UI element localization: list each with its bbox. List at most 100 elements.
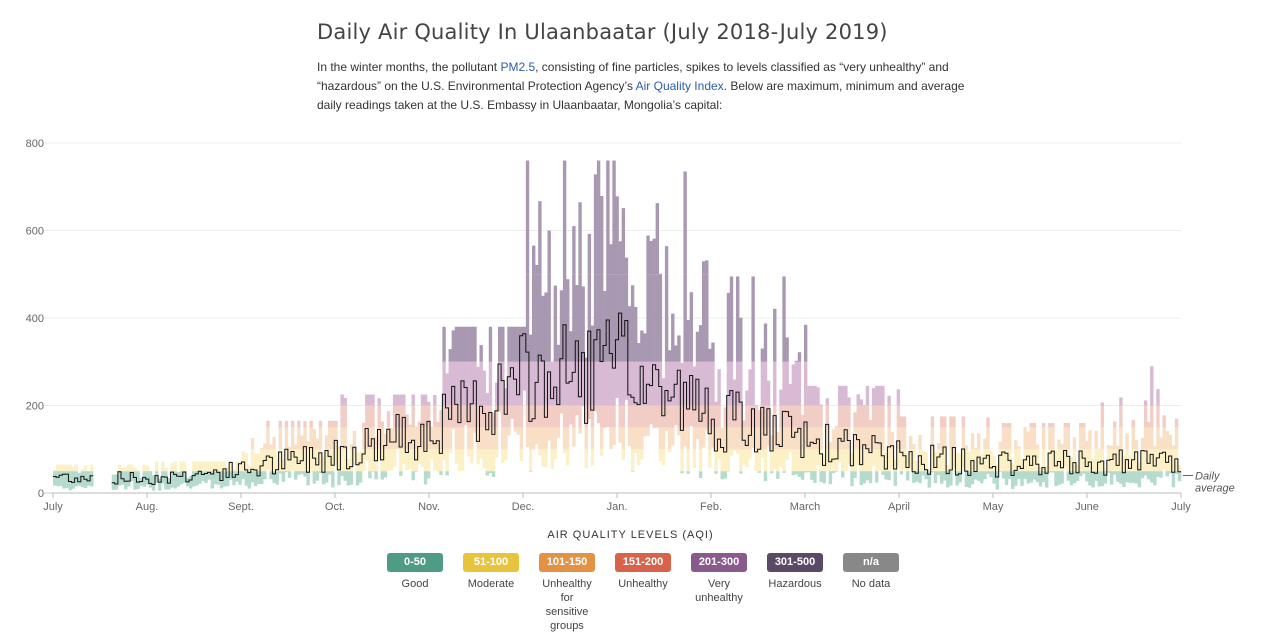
day-bar-243-1: [804, 449, 807, 471]
day-bar-212-1: [708, 449, 711, 467]
day-bar-222-1: [739, 449, 742, 471]
day-bar-237-2: [785, 427, 788, 449]
legend-chip: 51-100: [463, 553, 519, 572]
day-bar-110-1: [393, 449, 396, 466]
day-bar-343-0: [1113, 471, 1116, 475]
day-bar-149-2: [513, 427, 516, 431]
day-bar-133-5: [464, 327, 467, 362]
day-bar-68-0: [263, 471, 266, 479]
day-bar-40-0: [177, 472, 180, 487]
day-bar-159-5: [544, 292, 547, 361]
day-bar-194-3: [653, 406, 656, 428]
day-bar-164-3: [560, 406, 563, 414]
day-bar-347-0: [1125, 471, 1128, 482]
day-bar-164-4: [560, 362, 563, 406]
day-bar-114-3: [405, 415, 408, 428]
day-bar-224-4: [745, 391, 748, 406]
day-bar-67-0: [260, 471, 263, 484]
day-bar-23-1: [124, 468, 127, 471]
day-bar-109-1: [390, 449, 393, 470]
day-bar-354-2: [1147, 427, 1150, 449]
day-bar-353-3: [1144, 406, 1147, 428]
day-bar-79-0: [297, 471, 300, 475]
day-bar-115-3: [408, 425, 411, 428]
day-bar-328-3: [1067, 423, 1070, 427]
day-bar-71-2: [272, 437, 275, 450]
x-tick-label-2: Sept.: [228, 501, 254, 513]
day-bar-286-1: [937, 449, 940, 471]
aqi-link[interactable]: Air Quality Index: [636, 79, 724, 93]
day-bar-212-4: [708, 362, 711, 406]
page-title: Daily Air Quality In Ulaanbaatar (July 2…: [317, 20, 888, 44]
day-bar-359-2: [1162, 427, 1165, 449]
day-bar-246-4: [813, 386, 816, 406]
day-bar-26-1: [133, 468, 136, 471]
day-bar-345-4: [1119, 397, 1122, 405]
day-bar-278-1: [912, 449, 915, 471]
day-bar-127-0: [445, 471, 448, 475]
day-bar-241-4: [798, 362, 801, 406]
day-bar-339-4: [1101, 403, 1104, 406]
day-bar-157-5: [538, 274, 541, 362]
day-bar-266-3: [875, 406, 878, 428]
day-bar-332-2: [1079, 427, 1082, 449]
day-bar-109-2: [390, 428, 393, 449]
day-bar-110-4: [393, 395, 396, 406]
day-bar-322-0: [1048, 471, 1051, 472]
day-bar-239-0: [792, 471, 795, 475]
day-bar-290-3: [949, 416, 952, 427]
day-bar-227-2: [755, 427, 758, 449]
day-bar-230-5: [764, 324, 767, 362]
day-bar-342-0: [1110, 471, 1113, 485]
day-bar-357-3: [1156, 406, 1159, 428]
day-bar-252-2: [832, 429, 835, 449]
pm25-link[interactable]: PM2.5: [500, 60, 535, 74]
day-bar-195-2: [656, 427, 659, 428]
day-bar-248-0: [819, 471, 822, 482]
day-bar-158-2: [541, 427, 544, 449]
day-bar-202-5: [677, 335, 680, 361]
day-bar-248-2: [819, 427, 822, 449]
day-bar-352-2: [1141, 438, 1144, 450]
day-bar-162-5: [554, 286, 557, 362]
legend-label: Unhealthy: [615, 577, 671, 591]
day-bar-154-2: [529, 427, 532, 449]
day-bar-357-4: [1156, 389, 1159, 405]
day-bar-224-3: [745, 406, 748, 428]
day-bar-134-2: [467, 427, 470, 449]
day-bar-186-4: [628, 362, 631, 406]
day-bar-208-2: [696, 427, 699, 439]
day-bar-219-1: [730, 449, 733, 455]
day-bar-263-0: [866, 471, 869, 480]
day-bar-135-2: [470, 427, 473, 449]
day-bar-354-0: [1147, 471, 1150, 479]
day-bar-2-1: [59, 465, 62, 471]
day-bar-184-1: [622, 449, 625, 460]
day-bar-107-0: [384, 471, 387, 477]
day-bar-39-0: [174, 471, 177, 488]
day-bar-326-0: [1060, 471, 1063, 483]
day-bar-236-1: [782, 449, 785, 471]
day-bar-245-2: [810, 427, 813, 449]
day-bar-189-2: [637, 427, 640, 449]
day-bar-165-top: [563, 161, 566, 275]
day-bar-176-top: [597, 161, 600, 275]
day-bar-184-5: [622, 274, 625, 362]
day-bar-184-2: [622, 427, 625, 449]
day-bar-83-3: [310, 421, 313, 428]
day-bar-192-top: [646, 236, 649, 275]
day-bar-144-3: [498, 406, 501, 412]
day-bar-93-1: [340, 449, 343, 471]
day-bar-30-1: [146, 466, 149, 471]
day-bar-157-top: [538, 201, 541, 274]
day-bar-156-top: [535, 265, 538, 274]
day-bar-200-5: [671, 314, 674, 362]
day-bar-268-0: [881, 471, 884, 475]
day-bar-175-3: [594, 406, 597, 412]
day-bar-281-0: [921, 471, 924, 475]
day-bar-342-1: [1110, 449, 1113, 471]
day-bar-113-4: [402, 395, 405, 406]
day-bar-149-3: [513, 406, 516, 428]
